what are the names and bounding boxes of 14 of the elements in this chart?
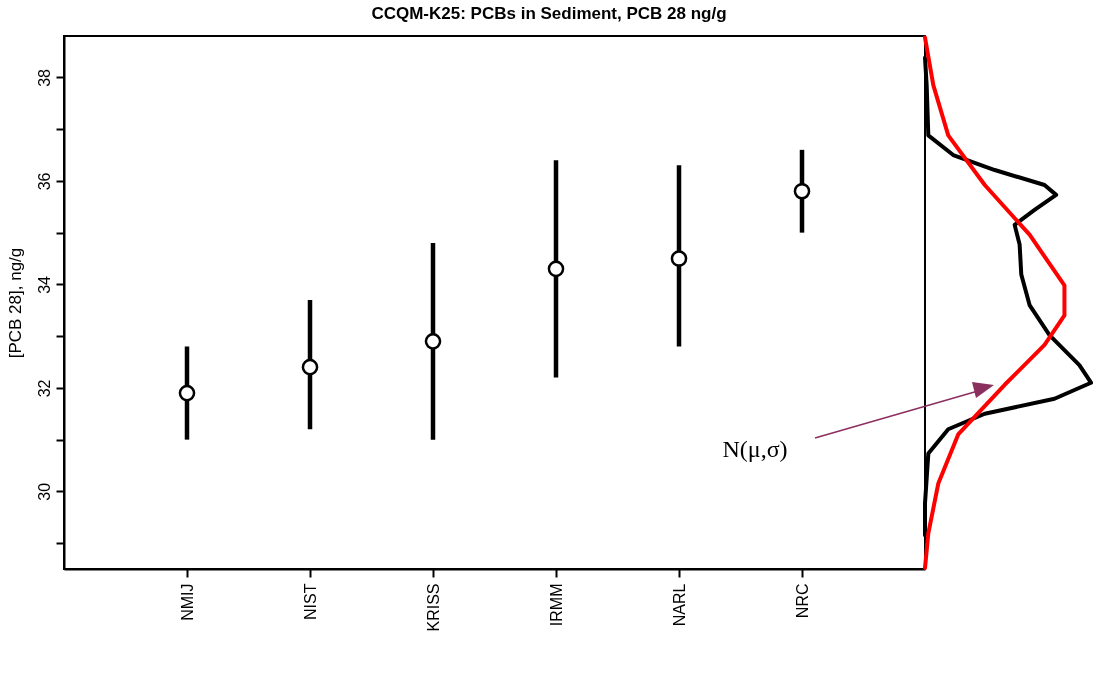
y-tick-label: 30 — [35, 482, 53, 501]
chart-title: CCQM-K25: PCBs in Sediment, PCB 28 ng/g — [371, 4, 727, 23]
x-tick-label: NMIJ — [178, 583, 196, 621]
y-tick-label: 38 — [35, 68, 53, 87]
annotation: N(μ,σ) — [722, 436, 788, 462]
x-tick-label: IRMM — [547, 583, 565, 627]
x-tick-label: NIST — [301, 583, 319, 620]
y-tick-label: 32 — [35, 379, 53, 398]
x-tick-label: NARL — [670, 583, 688, 627]
y-tick-label: 36 — [35, 172, 53, 191]
y-tick-label: 34 — [35, 275, 53, 294]
x-tick-label: KRISS — [424, 583, 442, 632]
y-axis-title: [PCB 28], ng/g — [5, 247, 25, 359]
x-tick-label: NRC — [793, 583, 811, 619]
